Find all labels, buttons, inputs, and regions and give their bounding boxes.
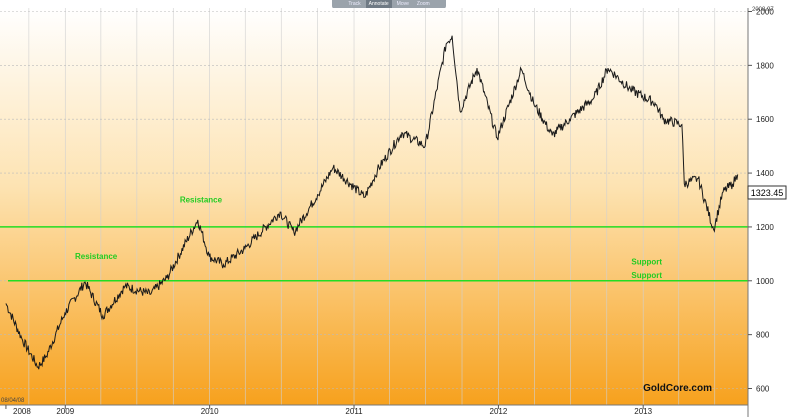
top-value-label: 2008.97 [752, 7, 774, 13]
y-tick-label: 600 [756, 385, 770, 394]
y-tick-label: 2000 [756, 8, 774, 17]
x-tick-label: 2009 [56, 407, 74, 416]
annotation-label: Resistance [180, 196, 223, 205]
y-tick-label: 1000 [756, 277, 774, 286]
y-tick-label: 1200 [756, 223, 774, 232]
price-line [5, 35, 739, 370]
x-tick-label: 2008 [13, 407, 31, 416]
toolbar-track[interactable]: Track [348, 1, 361, 7]
y-tick-label: 1400 [756, 169, 774, 178]
annotation-label: Resistance [75, 252, 118, 261]
plot-background [0, 8, 748, 405]
level-lines [0, 226, 748, 282]
x-tick-label: 2011 [345, 407, 363, 416]
x-axis: 2008 2009 2010 2011 2012 2013 [5, 405, 653, 416]
y-tick-label: 800 [756, 331, 770, 340]
last-value-tag: 1323.45 [747, 185, 787, 200]
watermark: GoldCore.com [643, 383, 712, 394]
vertical-gridlines [28, 8, 716, 405]
x-tick-label: 2010 [201, 407, 219, 416]
toolbar-zoom[interactable]: Zoom [416, 1, 430, 7]
y-tick-label: 1800 [756, 61, 774, 70]
start-date-label: 08/04/08 [1, 398, 25, 404]
last-value-label: 1323.45 [751, 188, 784, 198]
y-axis: 600 800 1000 1200 1400 1600 1800 2000 [748, 8, 774, 394]
x-tick-label: 2012 [490, 407, 508, 416]
chart-toolbar: Track Annotate Move Zoom [332, 0, 446, 9]
toolbar-move[interactable]: Move [396, 1, 409, 7]
annotations: Resistance Resistance Support Support [75, 196, 662, 280]
annotation-label: Support [631, 258, 662, 267]
annotation-label: Support [631, 271, 662, 280]
toolbar-annotate[interactable]: Annotate [365, 0, 392, 9]
y-tick-label: 1600 [756, 115, 774, 124]
x-tick-label: 2013 [634, 407, 652, 416]
